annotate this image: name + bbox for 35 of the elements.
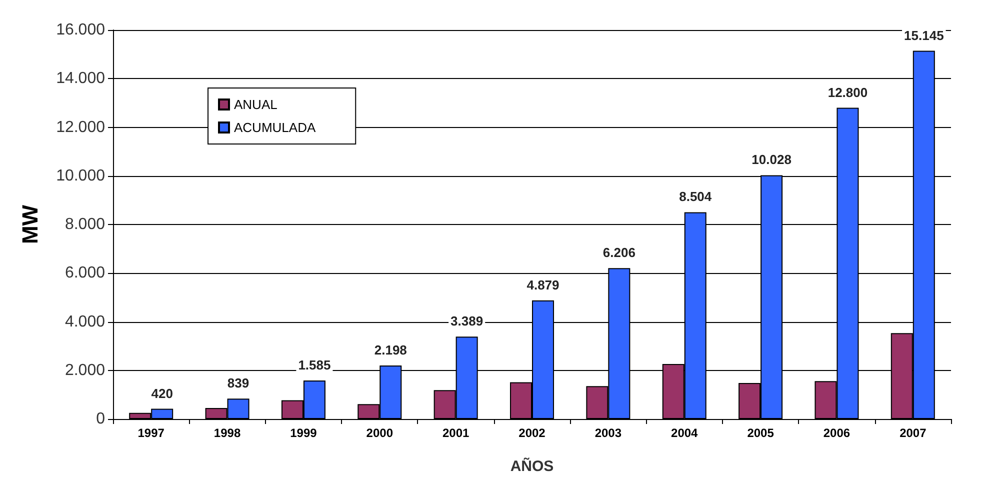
y-tick-label: 8.000 (64, 216, 106, 233)
y-tick-label: 4.000 (64, 313, 106, 330)
data-label: 3.389 (450, 314, 484, 329)
y-tick-label: 16.000 (56, 22, 106, 38)
x-tick-label: 2006 (823, 426, 850, 440)
x-tick-label: 1997 (138, 426, 165, 440)
x-tick-label: 2001 (442, 426, 470, 440)
data-label: 8.504 (679, 189, 712, 204)
y-tick-label: 0 (96, 410, 106, 428)
x-tick-label: 2003 (594, 426, 622, 440)
y-tick-label: 12.000 (56, 118, 106, 136)
y-tick-label: 14.000 (56, 70, 106, 88)
x-tick-label: 2004 (671, 426, 698, 440)
x-tick-label: 1999 (290, 426, 318, 440)
data-label: 420 (151, 386, 173, 401)
data-label: 2.198 (374, 342, 407, 358)
x-tick-label: 2005 (747, 426, 774, 440)
y-tick-label: 2.000 (64, 362, 106, 379)
data-label: 839 (227, 376, 250, 391)
x-tick-label: 2007 (900, 426, 927, 440)
x-tick-label: 2000 (366, 426, 394, 440)
x-axis-title: AÑOS (510, 457, 554, 475)
x-tick-label: 2002 (518, 426, 546, 440)
y-tick-label: 6.000 (64, 264, 106, 282)
legend-label: ACUMULADA (234, 120, 316, 135)
legend-label: ANUAL (234, 97, 278, 112)
data-label: 1.585 (298, 357, 331, 372)
y-tick-label: 10.000 (56, 167, 106, 184)
data-label: 12.800 (828, 84, 868, 100)
y-axis-title: MW (18, 204, 42, 244)
x-tick-label: 1998 (214, 426, 241, 440)
data-label: 10.028 (752, 152, 792, 168)
data-label: 4.879 (526, 277, 560, 292)
data-label: 6.206 (602, 245, 636, 260)
data-label: 15.145 (904, 28, 944, 43)
